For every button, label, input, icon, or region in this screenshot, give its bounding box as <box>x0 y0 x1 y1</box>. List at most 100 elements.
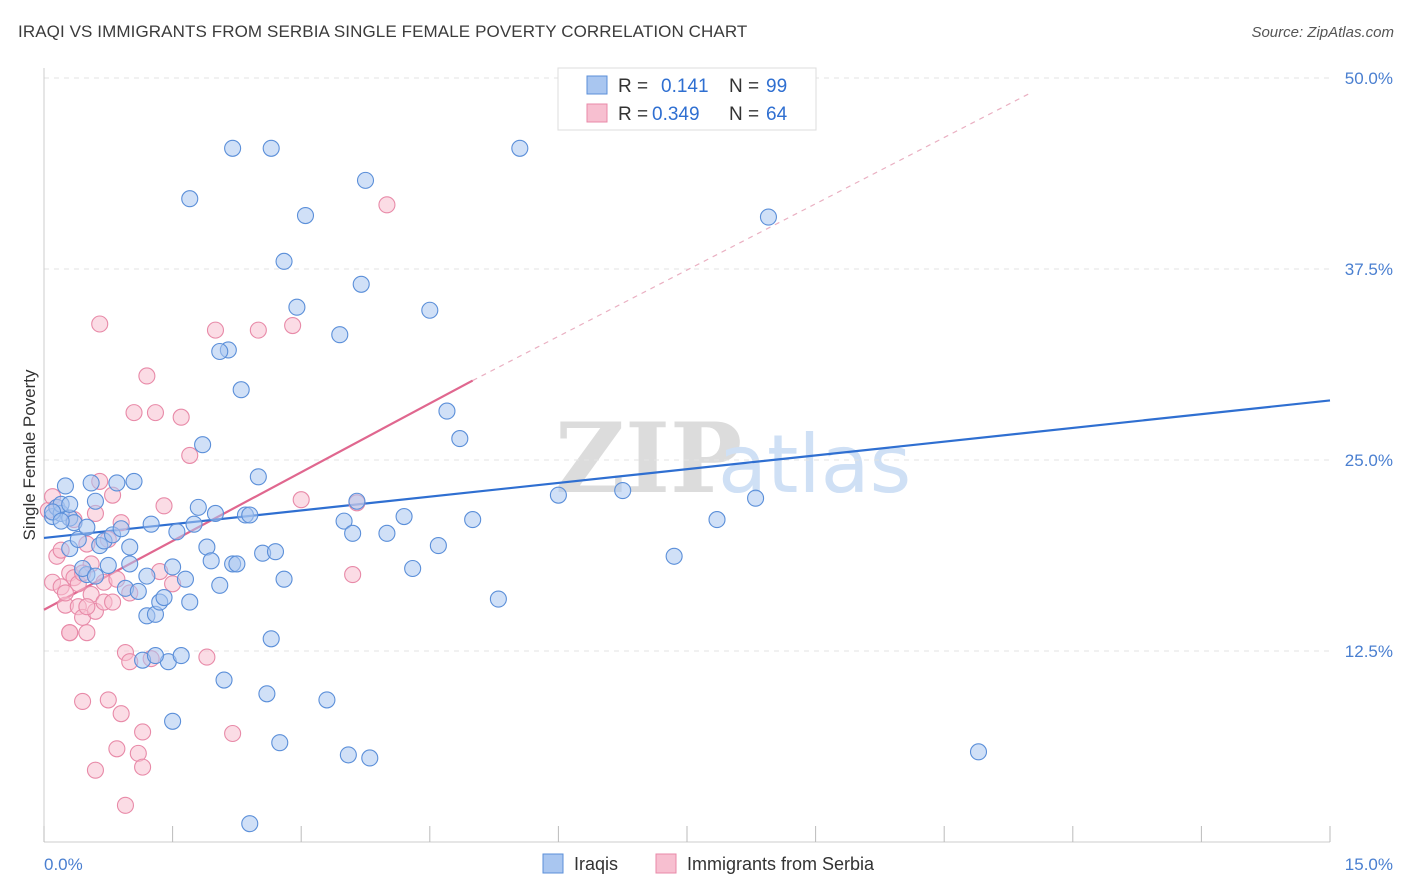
iraqi-point <box>215 671 233 689</box>
serbia-point <box>104 593 122 611</box>
iraqi-point <box>335 512 353 530</box>
iraqi-point <box>142 515 160 533</box>
serbia-point <box>284 316 302 335</box>
chart-source: Source: ZipAtlas.com <box>1251 24 1394 41</box>
iraqi-point <box>228 555 246 573</box>
iraqi-point <box>352 275 370 293</box>
iraqi-point <box>258 685 276 703</box>
iraqi-point <box>271 734 289 752</box>
serbia-point <box>155 497 173 515</box>
iraqi-point <box>969 743 988 761</box>
legend-serbia-n-value: 64 <box>766 104 788 125</box>
iraqi-point <box>69 530 87 549</box>
iraqi-point <box>108 474 126 492</box>
iraqi-point <box>172 647 190 665</box>
y-tick-label: 25.0% <box>1345 451 1393 470</box>
iraqi-point <box>249 468 267 486</box>
legend-serbia-n-label: N = <box>729 104 759 125</box>
iraqi-point <box>241 815 259 833</box>
iraqi-point <box>202 552 220 570</box>
legend-iraqi-n-label: N = <box>729 76 759 97</box>
serbia-point <box>99 691 117 709</box>
iraqi-point <box>339 746 357 764</box>
iraqi-point <box>155 588 173 607</box>
iraqi-point <box>112 520 130 538</box>
serbia-point <box>108 740 126 758</box>
legend-serbia-r-value: 0.349 <box>652 104 700 125</box>
iraqi-point <box>665 547 683 565</box>
iraqi-points <box>44 139 988 833</box>
serbia-point <box>249 321 267 339</box>
iraqi-point <box>348 492 366 510</box>
iraqi-point <box>266 543 285 561</box>
iraqi-point <box>262 139 280 157</box>
serbia-point <box>78 598 96 616</box>
iraqi-point <box>549 486 567 504</box>
serbia-point <box>181 446 199 464</box>
y-tick-label: 12.5% <box>1345 642 1393 661</box>
iraqi-point <box>164 712 182 730</box>
iraqi-point <box>356 171 375 189</box>
iraqi-point <box>181 190 199 208</box>
x-tick-label: 0.0% <box>44 855 83 874</box>
watermark-zip: ZIP <box>555 402 742 515</box>
iraqi-point <box>275 570 293 588</box>
iraqi-point <box>181 593 199 611</box>
watermark-atlas: atlas <box>718 418 911 511</box>
iraqi-point <box>206 504 225 523</box>
serbia-point <box>116 796 134 814</box>
iraqi-point <box>224 139 242 157</box>
stats-legend: R = 0.141 N = 99 R = 0.349 N = 64 <box>557 67 817 131</box>
series-legend: Iraqis Immigrants from Serbia <box>542 853 875 874</box>
iraqi-point <box>378 524 396 542</box>
iraqi-point <box>86 567 104 585</box>
serbia-point <box>74 692 92 710</box>
serbia-point <box>198 648 216 666</box>
iraqi-point <box>404 559 422 578</box>
serbia-point <box>344 566 362 584</box>
iraqi-point <box>429 537 447 555</box>
y-tick-label: 37.5% <box>1345 260 1393 279</box>
tick-labels: 12.5% 25.0% 37.5% 50.0% 0.0% 15.0% <box>44 69 1393 874</box>
iraqi-point <box>138 567 156 585</box>
legend-iraqi-r-label: R = <box>618 76 648 97</box>
iraqi-point <box>421 301 439 319</box>
iraqi-point <box>438 402 456 420</box>
bottom-legend-serbia-label: Immigrants from Serbia <box>687 854 875 874</box>
iraqi-point <box>232 381 250 399</box>
iraqi-point <box>125 472 143 490</box>
iraqi-point <box>121 538 139 556</box>
iraqi-point <box>344 524 362 542</box>
serbia-point <box>378 196 396 214</box>
iraqi-point <box>331 326 349 344</box>
iraqi-point <box>56 477 74 495</box>
legend-iraqi-swatch <box>586 75 608 95</box>
iraqi-point <box>61 495 79 513</box>
serbia-point <box>134 723 152 741</box>
legend-iraqi-r-value: 0.141 <box>661 76 709 97</box>
iraqi-point <box>759 208 777 226</box>
serbia-point <box>61 624 79 642</box>
trend-lines <box>43 92 1331 611</box>
iraqi-point <box>82 474 100 492</box>
iraqi-point <box>168 523 186 541</box>
serbia-point <box>292 491 310 509</box>
iraqi-point <box>511 139 529 157</box>
serbia-point <box>125 404 143 422</box>
iraqi-point <box>164 558 182 576</box>
iraqi-point <box>275 252 293 270</box>
iraqi-point <box>211 576 229 594</box>
iraqi-point <box>296 206 315 225</box>
iraqi-point <box>129 582 147 600</box>
iraqi-point <box>52 512 70 530</box>
legend-iraqi-n-value: 99 <box>766 76 787 97</box>
legend-serbia-r-label: R = <box>618 104 648 125</box>
bottom-legend-iraqi-swatch <box>542 853 564 874</box>
iraqi-point <box>211 342 229 361</box>
y-axis-label: Single Female Poverty <box>20 369 39 541</box>
iraqi-point <box>614 482 632 500</box>
iraqi-point <box>241 506 259 524</box>
serbia-point <box>146 404 165 422</box>
iraqi-point <box>489 590 507 608</box>
